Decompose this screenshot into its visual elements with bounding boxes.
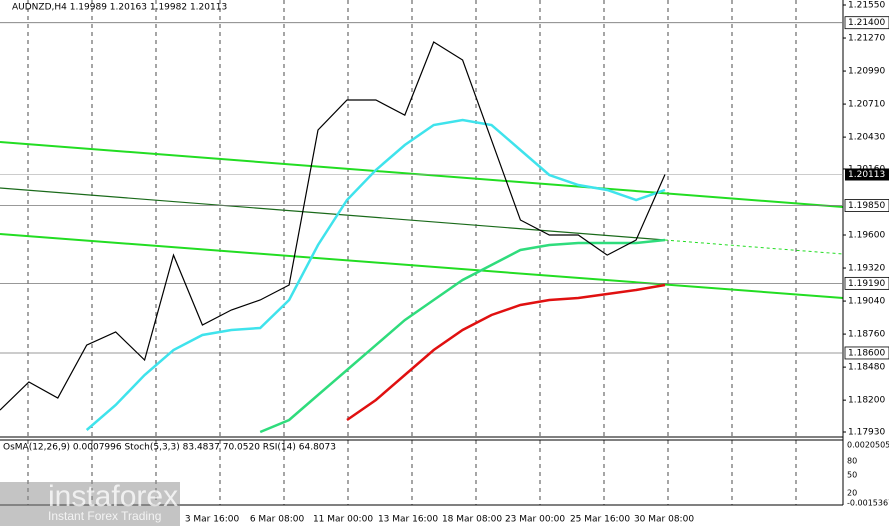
y-tick-label: 1.19320 — [848, 264, 885, 274]
y-tick-label: 1.21270 — [848, 34, 885, 44]
x-tick-label: 30 Mar 08:00 — [634, 515, 694, 525]
indicator-tick: 80 — [847, 457, 857, 466]
level-box — [844, 199, 889, 212]
y-tick-label: 1.20990 — [848, 67, 885, 77]
x-tick-label: 18 Mar 08:00 — [442, 515, 502, 525]
y-tick-label: 1.21550 — [848, 1, 885, 11]
current-label: 1.20113 — [848, 170, 885, 180]
series-line — [85, 118, 666, 431]
watermark-bg — [0, 482, 180, 526]
level-box — [844, 346, 889, 360]
y-tick-label: 1.18760 — [848, 330, 885, 340]
indicator-tick: 20 — [847, 489, 857, 498]
current-box — [845, 168, 889, 181]
indicator-tick: 0.0020505 — [847, 441, 889, 450]
level-label: 1.19190 — [848, 279, 885, 289]
x-tick-label: 6 Mar 08:00 — [250, 515, 305, 525]
x-tick-label: 25 Mar 16:00 — [570, 515, 630, 525]
x-tick-label: 11 Mar 00:00 — [313, 515, 373, 525]
y-tick-label: 1.18200 — [848, 396, 885, 406]
indicator-tick: -0.0015367 — [847, 499, 889, 508]
y-tick-label: 1.19040 — [848, 297, 885, 307]
level-label: 1.18600 — [848, 348, 885, 358]
watermark-sub: Instant Forex Trading — [48, 509, 161, 523]
series-line — [346, 283, 666, 422]
chart-title: AUDNZD,H4 1.19989 1.20163 1.19982 1.2011… — [12, 3, 227, 13]
level-box — [844, 16, 889, 30]
x-tick-label: 23 Mar 00:00 — [505, 515, 565, 525]
x-tick-label: 3 Mar 16:00 — [185, 515, 240, 525]
level-label: 1.19850 — [848, 201, 885, 211]
y-tick-label: 1.17930 — [848, 428, 885, 438]
series-line — [259, 238, 666, 434]
y-tick-label: 1.19600 — [848, 231, 885, 241]
watermark: instaforex — [48, 480, 178, 513]
y-tick-label: 1.20710 — [848, 100, 885, 110]
y-tick-label: 1.18480 — [848, 363, 885, 373]
x-tick-label: 13 Mar 16:00 — [378, 515, 438, 525]
y-tick-label: 1.20430 — [848, 133, 885, 143]
series-line — [0, 41, 666, 411]
indicator-tick: 50 — [847, 471, 857, 480]
level-box — [844, 276, 889, 290]
indicator-title: OsMA(12,26,9) 0.0007996 Stoch(5,3,3) 83.… — [3, 443, 336, 453]
level-label: 1.21400 — [848, 18, 885, 28]
